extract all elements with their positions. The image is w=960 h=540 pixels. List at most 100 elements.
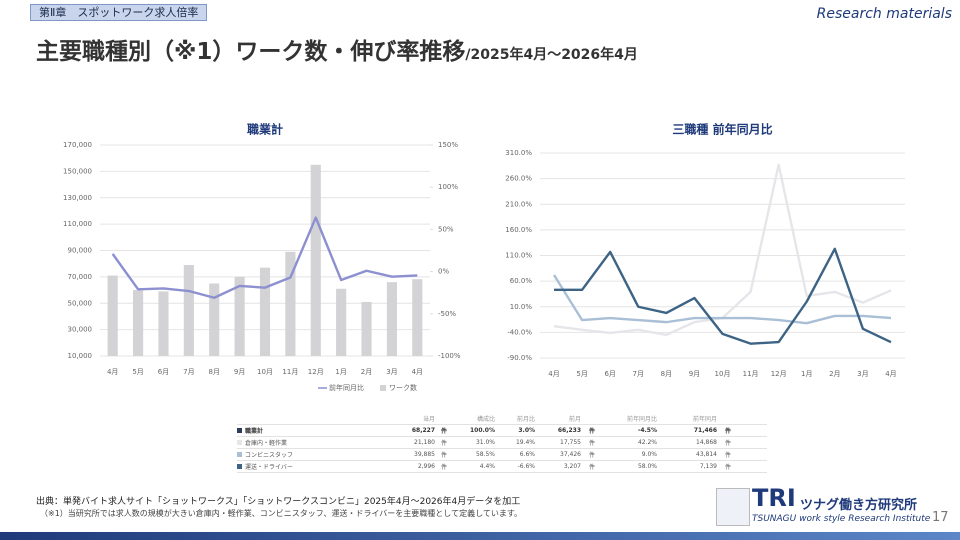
bar (209, 283, 220, 356)
x-tick-label: 12月 (771, 370, 787, 378)
cell: 17,755 (560, 439, 581, 446)
title: 主要職種別（※1）ワーク数・伸び率推移/2025年4月～2026年4月 (36, 32, 638, 66)
line (553, 274, 892, 325)
source: 出典：単発バイト求人サイト「ショットワークス」「ショットワークスコンビニ」202… (36, 497, 521, 507)
row-marker (237, 464, 242, 469)
table-row: 職業計 68,227 件 100.0% 3.0% 66,233 件 -4.5% 71,466 件 (237, 425, 767, 437)
x-tick-label: 12月 (308, 368, 324, 376)
x-tick-label: 10月 (715, 370, 731, 378)
cell: 43,814 (696, 451, 717, 458)
x-tick-label: 9月 (234, 368, 245, 376)
x-tick-label: 8月 (208, 368, 219, 376)
x-tick-label: 6月 (158, 368, 169, 376)
y-tick-label: 260.0% (505, 175, 532, 183)
row-marker (237, 452, 242, 457)
y-tick-label: -40.0% (507, 328, 532, 336)
page-number: 17 (932, 510, 949, 525)
cell: 71,466 (693, 427, 717, 434)
cell: 42.2% (637, 439, 657, 446)
logo-icon (716, 488, 750, 526)
y2-tick-label: -100% (438, 352, 461, 360)
y-tick-label: 210.0% (505, 200, 532, 208)
x-tick-label: 11月 (282, 368, 298, 376)
table-row: 倉庫内・軽作業 21,180 件 31.0% 19.4% 17,755 件 42.2% 14,8… (237, 437, 767, 449)
table-header: 当月 構成比 前月比 前月 前年同月比 前年同月 (237, 413, 767, 425)
bar (259, 267, 271, 356)
x-tick-label: 1月 (335, 368, 346, 376)
y2-tick-label: 0% (438, 268, 449, 276)
cell: 19.4% (515, 439, 535, 446)
y2-tick-label: 100% (438, 183, 458, 191)
cell: 14,868 (696, 439, 717, 446)
cell: 58.0% (637, 463, 657, 470)
chart-title: 三職種 前年同月比 (672, 122, 772, 137)
title-main: 主要職種別（※1）ワーク数・伸び率推移 (36, 39, 466, 65)
x-tick-label: 7月 (633, 370, 644, 378)
x-tick-label: 4月 (548, 370, 559, 378)
x-tick-label: 2月 (829, 370, 840, 378)
row-label: 倉庫内・軽作業 (245, 440, 288, 447)
bar (386, 282, 397, 356)
row-name: 倉庫内・軽作業 (237, 438, 387, 447)
unit: 件 (440, 464, 447, 471)
cell: 7,139 (699, 463, 717, 470)
bar (183, 265, 194, 356)
th: 前月比 (516, 416, 535, 423)
chart-title: 職業計 (247, 122, 283, 137)
row-name: 運送・ドライバー (237, 462, 387, 471)
y-tick-label: 110,000 (63, 220, 92, 228)
y-tick-label: 70,000 (68, 273, 93, 281)
table-body: 職業計 68,227 件 100.0% 3.0% 66,233 件 -4.5% 71,466 件倉… (237, 425, 767, 473)
cell: 6.6% (519, 451, 535, 458)
x-tick-label: 11月 (743, 370, 759, 378)
cell: 68,227 (411, 427, 435, 434)
legend-label: 前年同月比 (329, 383, 364, 392)
y-tick-label: 150,000 (63, 167, 92, 175)
logo: TRI (752, 484, 796, 512)
cell: -4.5% (637, 427, 657, 434)
unit: 件 (588, 428, 595, 435)
x-tick-label: 3月 (857, 370, 868, 378)
th: 前月 (568, 416, 581, 423)
cell: 2,996 (417, 463, 435, 470)
chapter-label: 第Ⅱ章 スポットワーク求人倍率 (30, 4, 208, 21)
cell: 3,207 (563, 463, 581, 470)
line (111, 216, 418, 299)
y-tick-label: 50,000 (68, 299, 93, 307)
cell: 3.0% (518, 427, 535, 434)
y2-tick-label: 50% (438, 225, 454, 233)
row-label: コンビニスタッフ (245, 452, 294, 459)
x-tick-label: 3月 (386, 368, 397, 376)
cell: -6.6% (517, 463, 535, 470)
y-tick-label: -90.0% (507, 354, 532, 362)
unit: 件 (724, 464, 731, 471)
x-tick-label: 4月 (107, 368, 118, 376)
row-label: 職業計 (245, 428, 264, 435)
x-tick-label: 5月 (132, 368, 143, 376)
th: 当月 (422, 416, 435, 423)
cell: 58.5% (475, 451, 495, 458)
cell: 37,426 (560, 451, 581, 458)
legend-swatch (380, 385, 386, 391)
legend-label: ワーク数 (389, 383, 417, 392)
cell: 4.4% (479, 463, 495, 470)
x-tick-label: 5月 (576, 370, 587, 378)
cell: 100.0% (470, 427, 495, 434)
unit: 件 (588, 464, 595, 471)
y-tick-label: 30,000 (68, 326, 93, 334)
bar (285, 251, 296, 356)
table-row: コンビニスタッフ 39,885 件 58.5% 6.6% 37,426 件 9.0% 43,81… (237, 449, 767, 461)
line (553, 163, 892, 337)
table: 当月 構成比 前月比 前月 前年同月比 前年同月 職業計 68,227 件 100.0… (237, 413, 767, 473)
bar (107, 275, 118, 356)
x-tick-label: 4月 (885, 370, 896, 378)
unit: 件 (724, 440, 731, 447)
x-tick-label: 6月 (604, 370, 615, 378)
y-tick-label: 60.0% (510, 277, 533, 285)
x-tick-label: 8月 (661, 370, 672, 378)
bar (234, 276, 245, 356)
cell: 21,180 (414, 439, 435, 446)
row-name: 職業計 (237, 426, 387, 435)
